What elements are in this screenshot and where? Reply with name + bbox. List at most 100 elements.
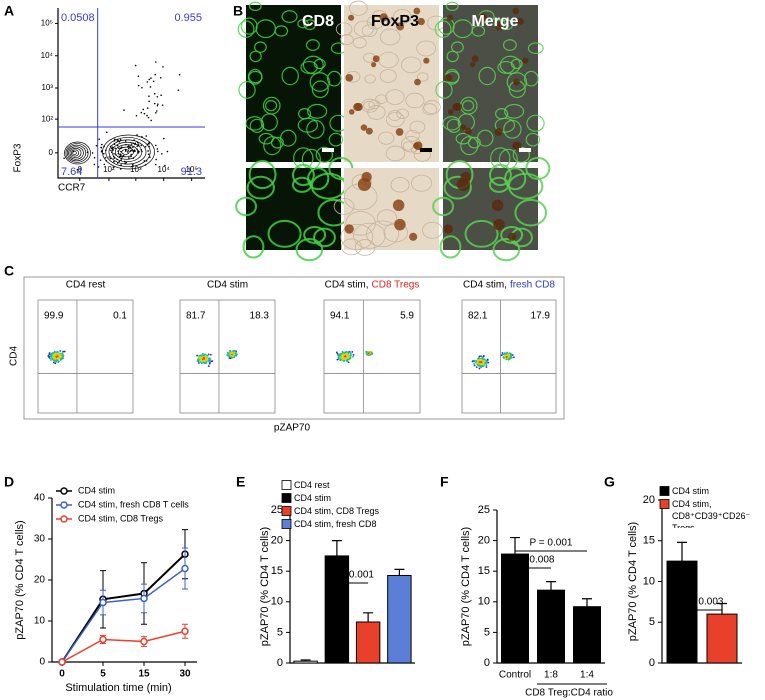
event-dot [123,160,126,163]
event-dot [201,352,204,355]
event-dot [124,150,127,152]
cell-membrane [500,226,524,244]
event-dot [508,358,511,360]
legend-label: CD4 stim, CD8 Tregs [78,513,164,523]
quadrant-value: 5.9 [400,311,414,322]
foxp3-nucleus [396,22,405,31]
event-dot [509,356,512,359]
event-dot [57,360,60,363]
foxp3-nucleus [508,232,517,241]
y-tick-label: 10³ [41,83,53,92]
event-dot [166,150,169,153]
event-dot [113,138,116,141]
x-tick-label: Control [499,670,531,681]
event-dot [153,102,156,105]
foxp3-nucleus [379,13,388,22]
y-tick-label: 5 [649,616,655,628]
event-dot [119,138,122,141]
event-dot [148,95,150,98]
cell-membrane [514,198,548,227]
cell-membrane [442,116,461,131]
event-dot [120,150,122,153]
event-dot [118,147,120,150]
cell-membrane [237,20,255,38]
y-tick-label: 20 [643,494,655,506]
bar [293,660,318,664]
event-dot [105,149,107,152]
contour [69,147,82,159]
contour [66,144,87,162]
event-dot [125,161,128,164]
event-dot [63,350,66,353]
event-dot [54,350,56,353]
cell-membrane [434,20,452,38]
cell-membrane [262,96,281,115]
event-dot [341,356,344,359]
foxp3-nucleus [471,55,479,63]
image-label: FoxP3 [371,13,419,30]
cell-membrane [439,235,462,259]
x-tick-label: 15 [138,669,150,680]
annotation: P = 0.001 [530,538,573,549]
legend-label: CD4 stim [672,485,710,496]
x-axis-label: pZAP70 [274,423,311,434]
panel-title-highlight: CD8 Tregs [372,280,420,291]
y-tick-label: 15 [478,565,490,577]
error-bar [677,541,687,562]
y-tick-label: 0 [484,657,490,669]
bar [666,560,698,664]
panel-label: E [236,474,245,490]
event-dot [162,66,164,68]
event-dot [200,354,203,357]
event-dot [146,114,148,117]
event-dot [143,112,146,115]
event-dot [136,134,138,136]
event-dot [148,100,150,103]
legend-swatch [281,480,292,490]
scale-bar [519,148,531,152]
event-dot [199,357,202,360]
event-dot [156,104,159,107]
micrograph [344,5,439,162]
event-dot [232,350,235,353]
event-dot [140,149,142,151]
event-dot [153,92,156,95]
y-axis-label: pZAP70 (% CD4 T cells) [259,527,271,646]
cell-membrane [492,238,521,262]
y-tick-label: 10 [643,575,655,587]
x-tick-label: 30 [179,669,191,680]
event-dot [54,362,57,365]
event-dot [154,144,157,147]
foxp3-nucleus [348,14,355,21]
cell-membrane [525,132,541,147]
cell-outline [390,177,410,193]
cell-membrane [432,196,455,217]
bar [537,589,565,664]
cell-membrane [297,117,319,133]
x-tick-label: 5 [100,669,106,680]
y-tick-label: 10⁵ [41,19,53,28]
cell-membrane [238,81,256,99]
cell-outline [385,89,405,105]
data-point [58,658,66,666]
micrograph [344,168,439,250]
event-dot [508,354,511,356]
y-tick-label: 10⁴ [41,51,54,60]
cell-outline [345,211,376,236]
cell-membrane [523,70,539,87]
event-dot [129,146,132,149]
event-dot [116,158,118,161]
cell-outline [396,108,409,119]
event-dot [157,103,159,105]
event-dot [513,356,515,359]
bar [355,621,381,664]
quadrant-value: 0.955 [174,12,202,24]
event-dot [130,149,132,152]
event-dot [207,365,210,367]
quadrant-value: 0.1 [113,311,127,322]
event-dot [113,160,115,163]
event-dot [485,366,488,368]
quadrant-value: 17.9 [531,311,551,322]
event-dot [103,145,105,148]
event-dot [485,364,488,367]
